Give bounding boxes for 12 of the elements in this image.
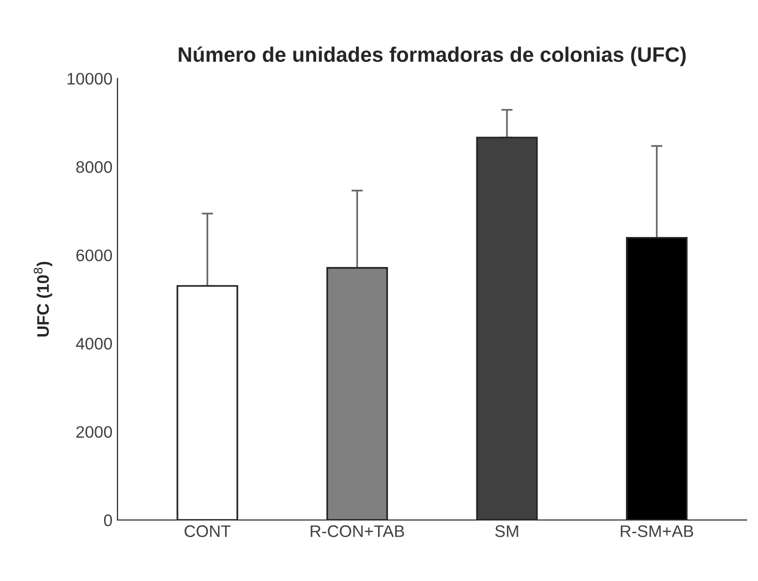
y-tick-label: 2000 (76, 426, 112, 438)
y-tick-label: 8000 (76, 161, 112, 173)
y-tick-label: 0 (104, 514, 112, 526)
y-tick-label: 4000 (76, 338, 112, 350)
x-tick-label: SM (495, 525, 518, 538)
chart-title: Número de unidades formadoras de colonias (UFC) (178, 46, 686, 66)
x-tick-label: CONT (184, 525, 231, 538)
y-tick-label: 10000 (68, 72, 112, 85)
y-tick-label: 6000 (76, 249, 112, 262)
x-tick-label: R-CON+TAB (310, 525, 404, 538)
x-tick-label: R-SM+AB (620, 525, 694, 538)
y-axis-title: UFC (10$^{8}$) (34, 262, 52, 337)
